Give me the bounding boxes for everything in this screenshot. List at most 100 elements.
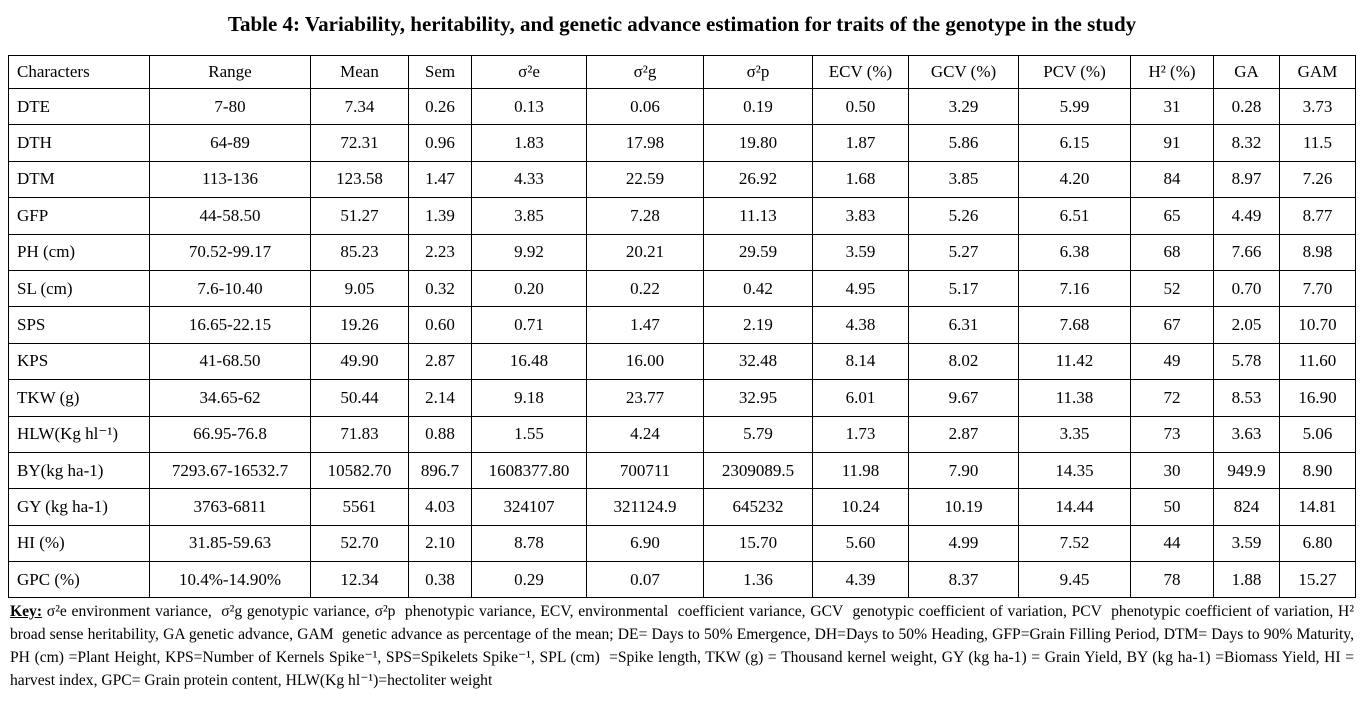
- table-cell: 321124.9: [586, 488, 704, 526]
- header-cell: GA: [1213, 55, 1280, 89]
- table-cell: 8.53: [1213, 379, 1280, 417]
- table-cell: 1608377.80: [471, 451, 587, 490]
- table-cell: 0.60: [408, 306, 472, 344]
- table-cell: 123.58: [310, 160, 409, 199]
- table-cell: 41-68.50: [149, 342, 311, 381]
- table-row: GY (kg ha-1) 3763-6811 5561 4.03 324107 32112…: [8, 488, 1356, 526]
- table-cell: 4.99: [908, 524, 1019, 563]
- table-cell: 8.14: [812, 342, 909, 381]
- table-cell: 9.92: [471, 233, 587, 271]
- table-cell: 11.98: [812, 451, 909, 490]
- table-cell: 14.35: [1018, 451, 1131, 490]
- table-cell: 5.99: [1018, 87, 1131, 126]
- table-cell: 1.68: [812, 160, 909, 199]
- table-cell: 19.26: [310, 306, 409, 344]
- table-cell: 2.10: [408, 524, 472, 563]
- table-cell: PH (cm): [8, 233, 150, 271]
- table-cell: 5.79: [703, 415, 813, 453]
- table-cell: 10.24: [812, 488, 909, 526]
- table-cell: 22.59: [586, 160, 704, 199]
- table-cell: 4.95: [812, 269, 909, 308]
- table-cell: 34.65-62: [149, 379, 311, 417]
- table-row: KPS 41-68.50 49.90 2.87 16.48 16.00 32.48 8.14 8…: [8, 342, 1356, 381]
- table-cell: 29.59: [703, 233, 813, 271]
- table-body: Characters Range Mean Sem σ²e σ²g σ²p ECV (%) GC…: [8, 55, 1356, 599]
- table-cell: 7.90: [908, 451, 1019, 490]
- table-cell: 4.03: [408, 488, 472, 526]
- table-cell: 0.38: [408, 561, 472, 599]
- table-cell: 2.19: [703, 306, 813, 344]
- table-cell: 9.05: [310, 269, 409, 308]
- table-cell: 0.06: [586, 87, 704, 126]
- table-cell: 5.78: [1213, 342, 1280, 381]
- table-cell: 2.23: [408, 233, 472, 271]
- table-cell: KPS: [8, 342, 150, 381]
- table-cell: 824: [1213, 488, 1280, 526]
- table-cell: 30: [1130, 451, 1214, 490]
- table-cell: 0.07: [586, 561, 704, 599]
- table-cell: 1.88: [1213, 561, 1280, 599]
- table-cell: 73: [1130, 415, 1214, 453]
- table-cell: 91: [1130, 124, 1214, 162]
- table-cell: 49: [1130, 342, 1214, 381]
- table-cell: 10.70: [1279, 306, 1356, 344]
- table-cell: 113-136: [149, 160, 311, 199]
- table-cell: 50.44: [310, 379, 409, 417]
- table-cell: 6.15: [1018, 124, 1131, 162]
- table-cell: 11.13: [703, 197, 813, 235]
- table-cell: 7.68: [1018, 306, 1131, 344]
- table-cell: 7.16: [1018, 269, 1131, 308]
- table-cell: 31: [1130, 87, 1214, 126]
- table-cell: 68: [1130, 233, 1214, 271]
- table-cell: 4.33: [471, 160, 587, 199]
- table-cell: 5.06: [1279, 415, 1356, 453]
- table-cell: 3.73: [1279, 87, 1356, 126]
- table-cell: 0.42: [703, 269, 813, 308]
- table-cell: 0.29: [471, 561, 587, 599]
- table-cell: 15.27: [1279, 561, 1356, 599]
- table-cell: 8.78: [471, 524, 587, 563]
- table-cell: GY (kg ha-1): [8, 488, 150, 526]
- header-cell: ECV (%): [812, 55, 909, 89]
- table-cell: 6.01: [812, 379, 909, 417]
- table-cell: 6.38: [1018, 233, 1131, 271]
- table-cell: 10.4%-14.90%: [149, 561, 311, 599]
- table: Characters Range Mean Sem σ²e σ²g σ²p ECV (%) GC…: [8, 55, 1356, 599]
- table-cell: 3.29: [908, 87, 1019, 126]
- table-cell: BY(kg ha-1): [8, 451, 150, 490]
- table-cell: 70.52-99.17: [149, 233, 311, 271]
- table-cell: 26.92: [703, 160, 813, 199]
- table-row: HLW(Kg hl⁻¹) 66.95-76.8 71.83 0.88 1.55 4.24 5…: [8, 415, 1356, 453]
- table-cell: 1.87: [812, 124, 909, 162]
- table-cell: 11.60: [1279, 342, 1356, 381]
- table-cell: 0.28: [1213, 87, 1280, 126]
- key-text: σ²e environment variance, σ²g genotypic …: [10, 603, 1362, 689]
- table-cell: 0.19: [703, 87, 813, 126]
- table-cell: 6.90: [586, 524, 704, 563]
- table-cell: HLW(Kg hl⁻¹): [8, 415, 150, 453]
- table-row: HI (%) 31.85-59.63 52.70 2.10 8.78 6.90 15.70 5…: [8, 524, 1356, 563]
- table-cell: 52.70: [310, 524, 409, 563]
- table-cell: 5.17: [908, 269, 1019, 308]
- table-cell: 50: [1130, 488, 1214, 526]
- table-cell: 0.22: [586, 269, 704, 308]
- table-cell: 1.39: [408, 197, 472, 235]
- header-row: Characters Range Mean Sem σ²e σ²g σ²p ECV (%) GC…: [8, 55, 1356, 89]
- table-cell: 4.39: [812, 561, 909, 599]
- table-cell: 3.59: [1213, 524, 1280, 563]
- table-cell: 5561: [310, 488, 409, 526]
- table-cell: 9.67: [908, 379, 1019, 417]
- table-cell: 7-80: [149, 87, 311, 126]
- table-cell: 8.90: [1279, 451, 1356, 490]
- table-cell: 67: [1130, 306, 1214, 344]
- table-cell: 31.85-59.63: [149, 524, 311, 563]
- table-cell: 896.7: [408, 451, 472, 490]
- table-row: GFP 44-58.50 51.27 1.39 3.85 7.28 11.13 3.83 5.2…: [8, 197, 1356, 235]
- table-cell: 66.95-76.8: [149, 415, 311, 453]
- table-row: DTH 64-89 72.31 0.96 1.83 17.98 19.80 1.87 5.86 6…: [8, 124, 1356, 162]
- table-cell: 8.32: [1213, 124, 1280, 162]
- table-cell: 65: [1130, 197, 1214, 235]
- table-cell: GPC (%): [8, 561, 150, 599]
- table-cell: 4.20: [1018, 160, 1131, 199]
- table-cell: 700711: [586, 451, 704, 490]
